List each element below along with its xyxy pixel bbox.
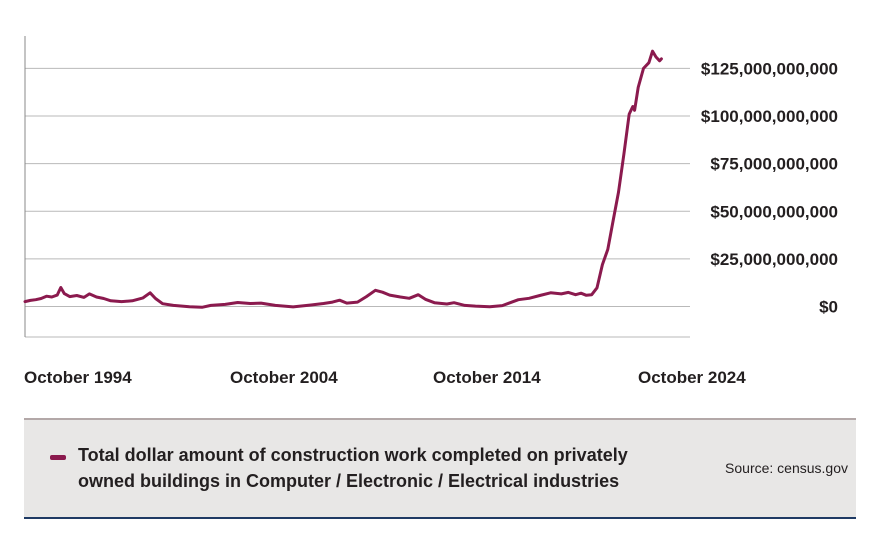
x-tick-labels: October 1994 October 2004 October 2014 Octo…	[24, 368, 746, 387]
y-tick-label: $0	[819, 298, 838, 317]
gridlines	[25, 67, 690, 338]
x-tick-label: October 2024	[638, 368, 746, 387]
y-tick-label: $25,000,000,000	[710, 250, 838, 269]
y-tick-label: $75,000,000,000	[710, 155, 838, 174]
legend-label-line-1: Total dollar amount of construction work…	[78, 445, 628, 465]
series-line	[23, 49, 663, 309]
line-chart: $125,000,000,000 $100,000,000,000 $75,000,…	[23, 36, 838, 387]
legend-label-line-2: owned buildings in Computer / Electronic…	[78, 471, 620, 491]
legend-panel: Total dollar amount of construction work…	[24, 418, 856, 519]
y-tick-label: $125,000,000,000	[701, 59, 838, 78]
y-tick-labels: $125,000,000,000 $100,000,000,000 $75,000,…	[701, 59, 838, 316]
source-note: Source: census.gov	[725, 460, 848, 476]
legend-label: Total dollar amount of construction work…	[78, 442, 678, 494]
y-tick-label: $50,000,000,000	[710, 202, 838, 221]
x-tick-label: October 1994	[24, 368, 132, 387]
x-tick-label: October 2014	[433, 368, 541, 387]
series-layer	[23, 49, 663, 309]
x-tick-label: October 2004	[230, 368, 338, 387]
legend-swatch	[50, 455, 66, 460]
y-tick-label: $100,000,000,000	[701, 107, 838, 126]
